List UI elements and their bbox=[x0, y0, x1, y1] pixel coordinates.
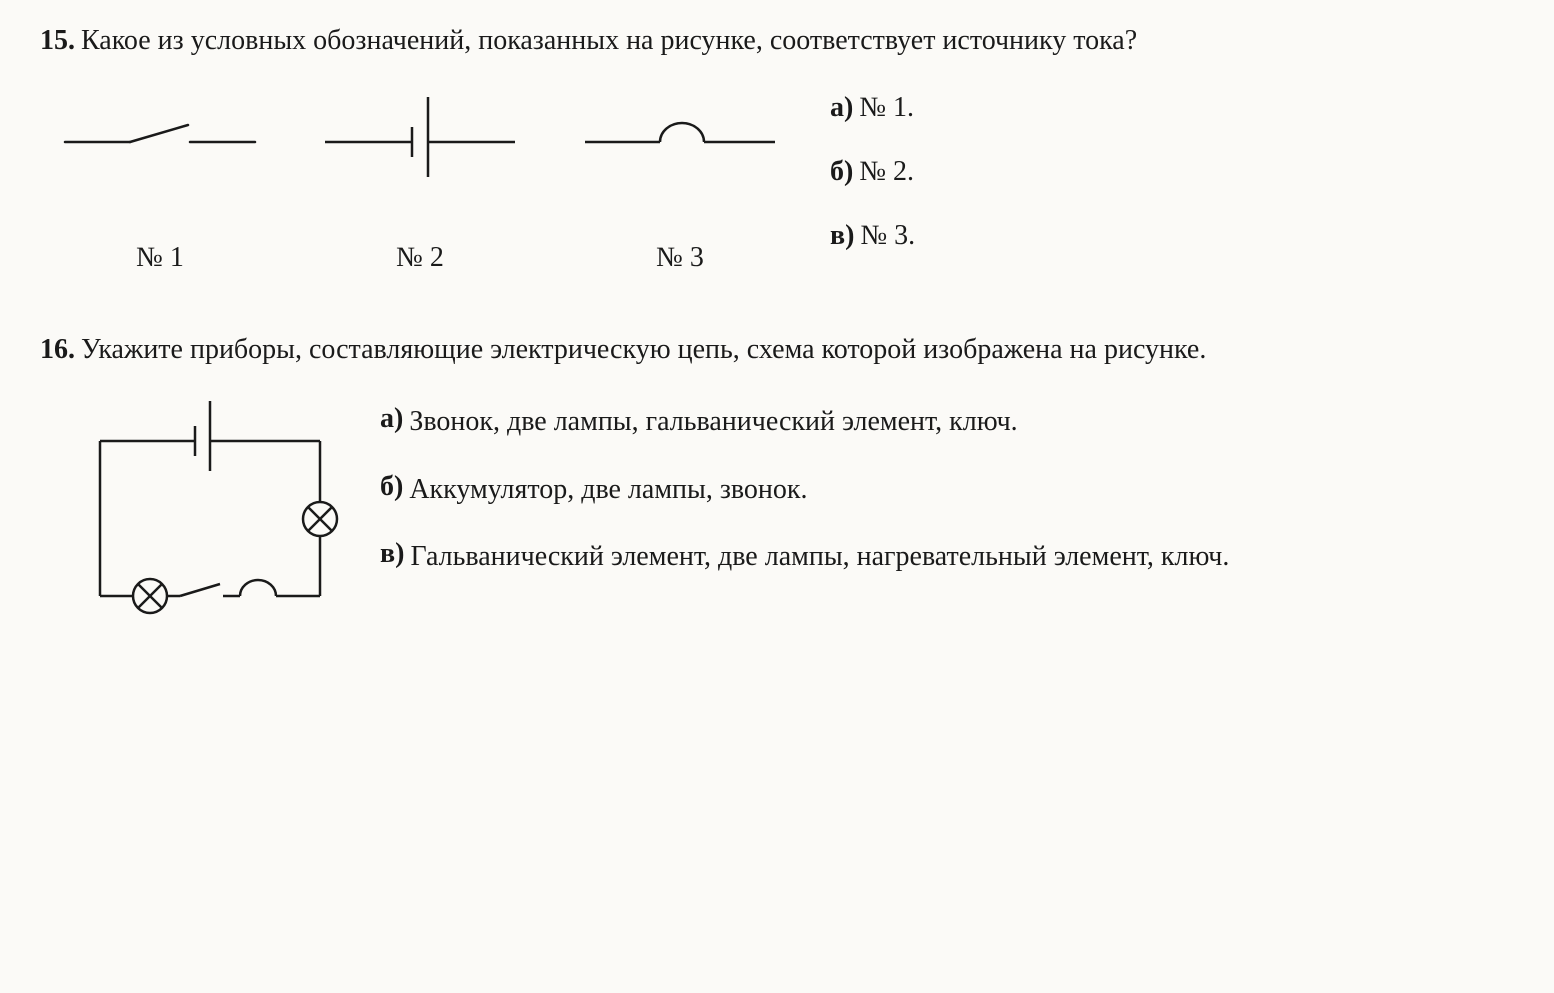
answer-16-c-key: в) bbox=[380, 533, 404, 575]
battery-icon bbox=[320, 87, 520, 177]
symbols-row: № 1 № 2 bbox=[60, 87, 780, 279]
question-15-body: № 1 № 2 bbox=[40, 87, 1514, 279]
bell-icon bbox=[580, 87, 780, 177]
circuit-icon bbox=[80, 396, 340, 626]
answer-16-c-text: Гальванический элемент, две лампы, нагре… bbox=[410, 533, 1229, 581]
symbol-2-svg bbox=[320, 87, 520, 177]
question-16-header: 16. Укажите приборы, составляющие электр… bbox=[40, 329, 1514, 371]
question-16-body: а) Звонок, две лампы, гальванический эле… bbox=[40, 396, 1514, 639]
symbol-2-label: № 2 bbox=[396, 237, 444, 279]
question-15-text: Какое из условных обозначений, показанны… bbox=[81, 20, 1514, 62]
answer-15-b-text: № 2. bbox=[859, 151, 914, 193]
question-15: 15. Какое из условных обозначений, показ… bbox=[40, 20, 1514, 279]
symbol-1-label: № 1 bbox=[136, 237, 184, 279]
question-15-header: 15. Какое из условных обозначений, показ… bbox=[40, 20, 1514, 62]
question-16: 16. Укажите приборы, составляющие электр… bbox=[40, 329, 1514, 639]
answer-16-b-text: Аккумулятор, две лампы, звонок. bbox=[409, 466, 807, 514]
answer-16-a: а) Звонок, две лампы, гальванический эле… bbox=[380, 398, 1229, 446]
symbol-3-svg bbox=[580, 87, 780, 177]
answer-15-a-key: а) bbox=[830, 87, 853, 129]
circuit-diagram bbox=[80, 396, 340, 639]
answers-15: а) № 1. б) № 2. в) № 3. bbox=[830, 87, 915, 257]
question-16-text: Укажите приборы, составляющие электричес… bbox=[81, 329, 1514, 371]
switch-icon bbox=[60, 87, 260, 177]
answer-15-a: а) № 1. bbox=[830, 87, 915, 129]
answer-15-b: б) № 2. bbox=[830, 151, 915, 193]
answers-16: а) Звонок, две лампы, гальванический эле… bbox=[380, 396, 1229, 581]
answer-16-a-key: а) bbox=[380, 398, 403, 440]
symbol-1-block: № 1 bbox=[60, 87, 260, 279]
answer-15-c: в) № 3. bbox=[830, 215, 915, 257]
answer-15-a-text: № 1. bbox=[859, 87, 914, 129]
answer-15-c-text: № 3. bbox=[860, 215, 915, 257]
symbol-2-block: № 2 bbox=[320, 87, 520, 279]
answer-16-b-key: б) bbox=[380, 466, 403, 508]
symbol-1-svg bbox=[60, 87, 260, 177]
answer-15-c-key: в) bbox=[830, 215, 854, 257]
answer-16-c: в) Гальванический элемент, две лампы, на… bbox=[380, 533, 1229, 581]
question-16-number: 16. bbox=[40, 329, 75, 371]
answer-16-b: б) Аккумулятор, две лампы, звонок. bbox=[380, 466, 1229, 514]
question-15-number: 15. bbox=[40, 20, 75, 62]
answer-16-a-text: Звонок, две лампы, гальванический элемен… bbox=[409, 398, 1017, 446]
answer-15-b-key: б) bbox=[830, 151, 853, 193]
symbol-3-label: № 3 bbox=[656, 237, 704, 279]
symbol-3-block: № 3 bbox=[580, 87, 780, 279]
